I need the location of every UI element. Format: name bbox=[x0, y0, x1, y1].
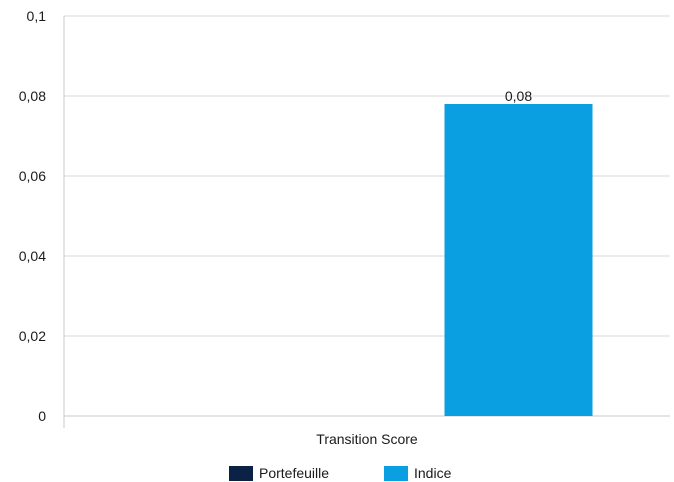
y-tick-label: 0,08 bbox=[19, 88, 46, 104]
legend-label-indice: Indice bbox=[414, 465, 452, 481]
legend-swatch-indice bbox=[384, 466, 408, 481]
y-tick-label: 0,04 bbox=[19, 248, 46, 264]
y-tick-label: 0,06 bbox=[19, 168, 46, 184]
x-category-label: Transition Score bbox=[316, 431, 418, 447]
y-tick-label: 0,1 bbox=[27, 8, 47, 24]
legend: Portefeuille Indice bbox=[229, 465, 452, 481]
bar-indice bbox=[444, 104, 593, 416]
legend-swatch-portefeuille bbox=[229, 466, 253, 481]
y-tick-labels: 0 0,02 0,04 0,06 0,08 0,1 bbox=[19, 8, 46, 424]
data-label: 0,08 bbox=[505, 88, 532, 104]
bars bbox=[444, 104, 593, 416]
legend-label-portefeuille: Portefeuille bbox=[259, 465, 329, 481]
y-tick-label: 0 bbox=[38, 408, 46, 424]
y-tick-label: 0,02 bbox=[19, 328, 46, 344]
category-labels: Transition Score bbox=[316, 431, 418, 447]
data-labels: 0,08 bbox=[505, 88, 532, 104]
